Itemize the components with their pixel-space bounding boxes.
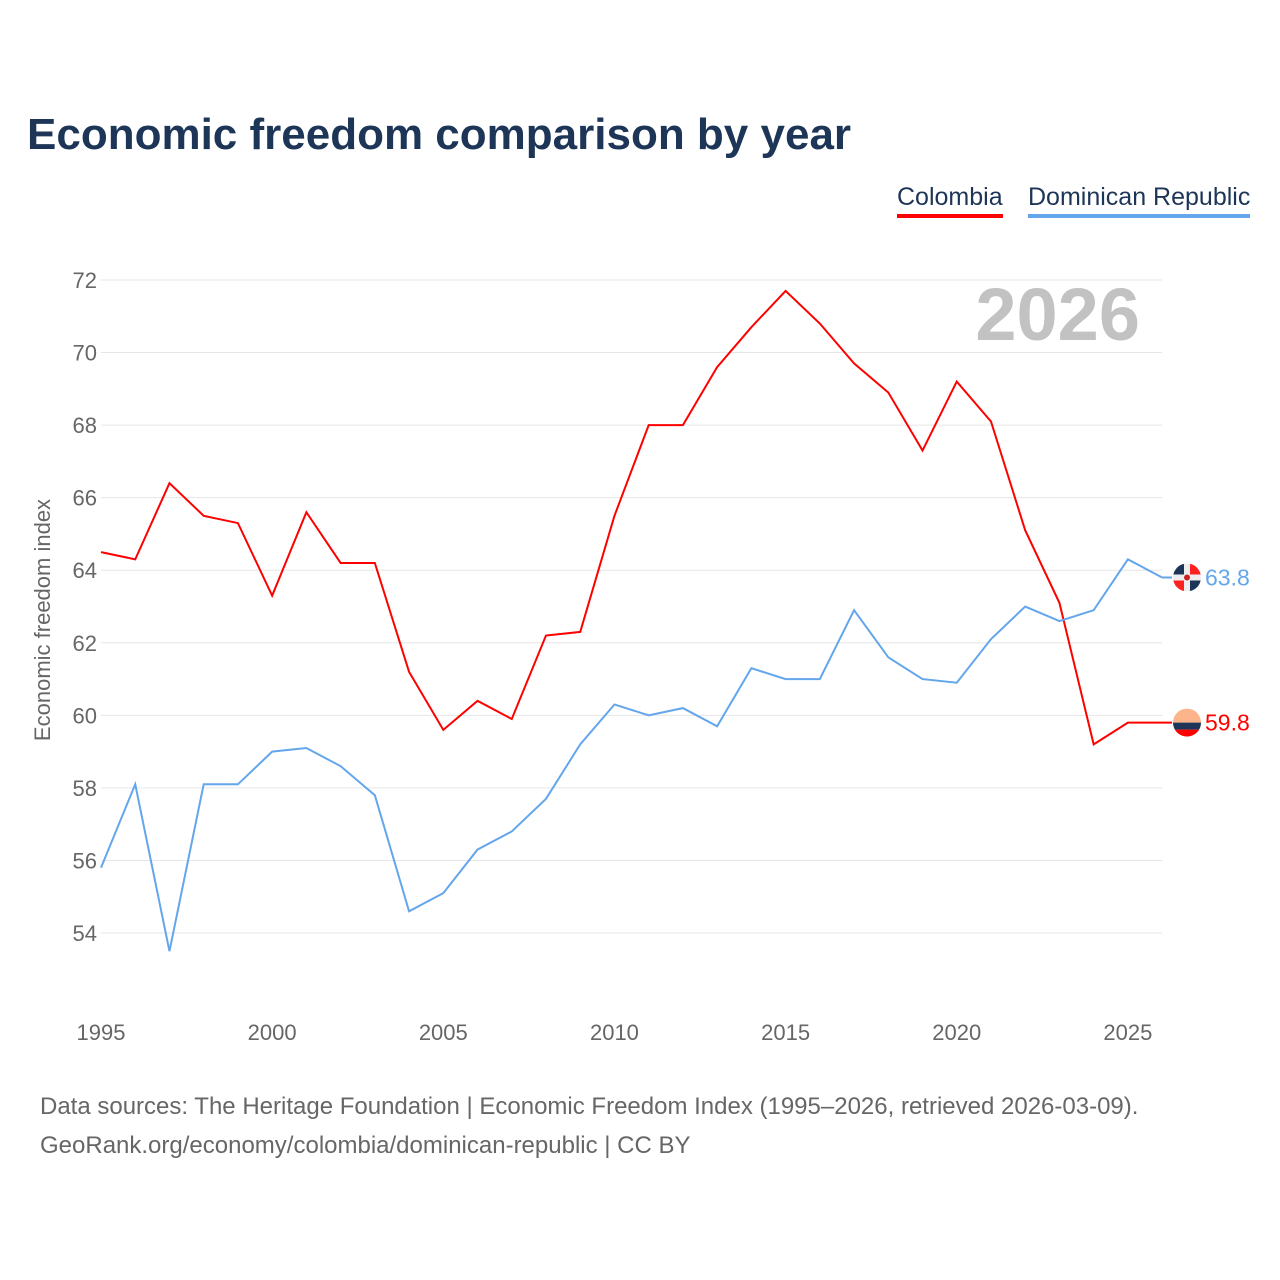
legend-dominican-republic[interactable]: Dominican Republic (1028, 183, 1251, 218)
x-tick-label: 2015 (761, 1020, 810, 1045)
colombia-flag-icon (1173, 708, 1201, 737)
y-axis-label: Economic freedom index (30, 499, 55, 741)
x-tick-label: 2010 (590, 1020, 639, 1045)
y-tick-label: 54 (73, 921, 97, 946)
x-tick-label: 1995 (77, 1020, 126, 1045)
y-tick-label: 66 (73, 486, 97, 511)
source-line-1: Data sources: The Heritage Foundation | … (40, 1093, 1139, 1120)
y-tick-label: 64 (73, 558, 97, 583)
chart-title: Economic freedom comparison by year (27, 110, 852, 159)
dominican-republic-flag-icon (1173, 563, 1201, 592)
y-tick-label: 58 (73, 776, 97, 801)
x-tick-label: 2025 (1103, 1020, 1152, 1045)
x-tick-label: 2020 (932, 1020, 981, 1045)
series-line-dominican-republic (100, 558, 1163, 952)
end-value-label: 63.8 (1205, 564, 1250, 590)
end-value-label: 59.8 (1205, 710, 1250, 736)
y-tick-label: 68 (73, 413, 97, 438)
x-tick-label: 2000 (248, 1020, 297, 1045)
series-line-colombia (100, 289, 1163, 746)
source-line-2[interactable]: GeoRank.org/economy/colombia/dominican-r… (40, 1132, 691, 1159)
x-tick-label: 2005 (419, 1020, 468, 1045)
legend-colombia[interactable]: Colombia (897, 183, 1003, 218)
y-tick-label: 62 (73, 631, 97, 656)
y-tick-label: 56 (73, 848, 97, 873)
y-tick-label: 70 (73, 341, 97, 366)
source-note: Data sources: The Heritage Foundation | … (40, 1087, 1138, 1165)
year-watermark: 2026 (975, 273, 1140, 356)
y-tick-label: 60 (73, 703, 97, 728)
y-tick-label: 72 (73, 268, 97, 293)
